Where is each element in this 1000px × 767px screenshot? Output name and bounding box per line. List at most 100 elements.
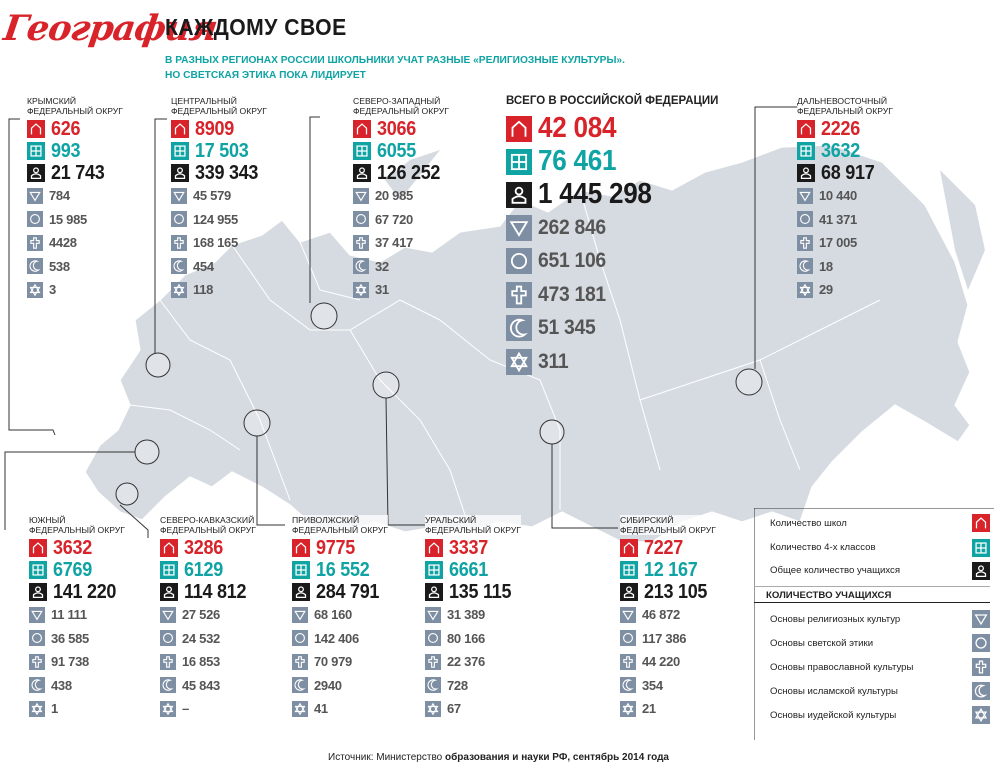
stat-value: 4428 bbox=[49, 235, 77, 251]
ethics-icon bbox=[292, 630, 308, 647]
stat-row-students: 339 343 bbox=[171, 162, 267, 184]
stat-row-orthodox: 91 738 bbox=[29, 650, 125, 674]
stat-value: 45 579 bbox=[193, 188, 231, 204]
stat-row-ethics: 24 532 bbox=[160, 627, 256, 651]
ethics-icon bbox=[160, 630, 176, 647]
ethics-icon bbox=[27, 211, 43, 228]
stat-row-classes: 76 461 bbox=[506, 145, 718, 178]
stat-value: 651 106 bbox=[538, 249, 606, 273]
legend-label: Основы религиозных культур bbox=[770, 613, 901, 625]
region-name-line: ФЕДЕРАЛЬНЫЙ ОКРУГ bbox=[27, 106, 123, 116]
stat-row-students: 213 105 bbox=[620, 581, 716, 603]
judaism-icon bbox=[972, 706, 990, 724]
stat-value: 44 220 bbox=[642, 654, 680, 670]
classes-icon bbox=[292, 561, 310, 579]
stat-value: 135 115 bbox=[449, 580, 512, 603]
stat-value: 538 bbox=[49, 258, 70, 274]
students-icon bbox=[171, 164, 189, 182]
classes-icon bbox=[171, 142, 189, 160]
region-name: ДАЛЬНЕВОСТОЧНЫЙ ФЕДЕРАЛЬНЫЙ ОКРУГ bbox=[797, 96, 893, 116]
islam-icon bbox=[506, 315, 532, 342]
religions-icon bbox=[353, 187, 369, 204]
stat-value: 8909 bbox=[195, 117, 234, 140]
source-prefix: Источник: Министерство bbox=[328, 752, 443, 763]
stat-value: 3066 bbox=[377, 117, 416, 140]
stat-row-school: 3066 bbox=[353, 118, 449, 140]
students-icon bbox=[160, 583, 178, 601]
stat-row-religions: 10 440 bbox=[797, 184, 893, 208]
stat-value: – bbox=[182, 701, 189, 717]
ethics-icon bbox=[972, 634, 990, 652]
school-icon bbox=[27, 120, 45, 138]
legend-label: Количество 4-х классов bbox=[770, 542, 876, 553]
students-icon bbox=[797, 164, 815, 182]
stat-row-school: 3337 bbox=[425, 537, 521, 559]
region-name-line: УРАЛЬСКИЙ bbox=[425, 515, 477, 525]
stat-value: 142 406 bbox=[314, 630, 359, 646]
orthodox-icon bbox=[506, 281, 532, 308]
stat-value: 2940 bbox=[314, 677, 342, 693]
stat-value: 76 461 bbox=[538, 145, 617, 177]
stat-value: 21 bbox=[642, 701, 656, 717]
stat-row-classes: 993 bbox=[27, 140, 123, 162]
stat-value: 12 167 bbox=[644, 558, 698, 581]
stat-value: 124 955 bbox=[193, 211, 238, 227]
stat-row-ethics: 41 371 bbox=[797, 208, 893, 232]
school-icon bbox=[353, 120, 371, 138]
stat-row-orthodox: 168 165 bbox=[171, 231, 267, 255]
stat-row-students: 284 791 bbox=[292, 581, 388, 603]
stat-value: 11 111 bbox=[51, 607, 87, 623]
islam-icon bbox=[353, 258, 369, 275]
stat-row-orthodox: 17 005 bbox=[797, 231, 893, 255]
region-name-line: ФЕДЕРАЛЬНЫЙ ОКРУГ bbox=[425, 525, 521, 535]
region-name-line: ДАЛЬНЕВОСТОЧНЫЙ bbox=[797, 96, 888, 106]
stat-value: 46 872 bbox=[642, 607, 680, 623]
stat-value: 7227 bbox=[644, 536, 683, 559]
stat-row-islam: 728 bbox=[425, 674, 521, 698]
source-bold: образования и науки РФ, сентябрь 2014 го… bbox=[445, 752, 669, 763]
stat-row-school: 2226 bbox=[797, 118, 893, 140]
stat-row-islam: 454 bbox=[171, 255, 267, 279]
school-icon bbox=[797, 120, 815, 138]
region-name-line: ПРИВОЛЖСКИЙ bbox=[292, 515, 360, 525]
stat-value: 10 440 bbox=[819, 188, 857, 204]
stat-row-islam: 438 bbox=[29, 674, 125, 698]
stat-row-classes: 3632 bbox=[797, 140, 893, 162]
region-name: ЮЖНЫЙ ФЕДЕРАЛЬНЫЙ ОКРУГ bbox=[29, 515, 125, 535]
legend: Количество школ Количество 4-х классов О… bbox=[754, 510, 990, 727]
stat-value: 16 552 bbox=[316, 558, 370, 581]
islam-icon bbox=[797, 258, 813, 275]
stat-row-classes: 6661 bbox=[425, 559, 521, 581]
school-icon bbox=[506, 115, 532, 142]
stat-value: 454 bbox=[193, 258, 214, 274]
stat-row-students: 1 445 298 bbox=[506, 178, 718, 211]
stat-value: 29 bbox=[819, 282, 833, 298]
region-central: ЦЕНТРАЛЬНЫЙ ФЕДЕРАЛЬНЫЙ ОКРУГ 8909 17 503 33… bbox=[171, 96, 267, 302]
legend-label: Основы православной культуры bbox=[770, 661, 914, 673]
stat-row-orthodox: 16 853 bbox=[160, 650, 256, 674]
stat-row-religions: 20 985 bbox=[353, 184, 449, 208]
stat-row-judaism: 3 bbox=[27, 278, 123, 302]
stat-value: 32 bbox=[375, 258, 389, 274]
stat-row-ethics: 651 106 bbox=[506, 245, 718, 279]
legend-islam: Основы исламской культуры bbox=[754, 679, 990, 703]
school-icon bbox=[620, 539, 638, 557]
sakhalin bbox=[928, 260, 940, 350]
stat-row-religions: 27 526 bbox=[160, 603, 256, 627]
map-borders bbox=[129, 189, 881, 531]
school-icon bbox=[160, 539, 178, 557]
stat-value: 3 bbox=[49, 282, 56, 298]
stat-value: 354 bbox=[642, 677, 663, 693]
region-northwest: СЕВЕРО-ЗАПАДНЫЙ ФЕДЕРАЛЬНЫЙ ОКРУГ 3066 6055… bbox=[353, 96, 449, 302]
legend-heading: КОЛИЧЕСТВО УЧАЩИХСЯ bbox=[754, 586, 990, 603]
leader-lines bbox=[4, 106, 798, 538]
stat-value: 42 084 bbox=[538, 112, 617, 144]
stat-value: 993 bbox=[51, 139, 81, 162]
legend-label: Основы исламской культуры bbox=[770, 685, 898, 697]
legend-classes: Количество 4-х классов bbox=[754, 536, 990, 559]
region-ncaucasus: СЕВЕРО-КАВКАЗСКИЙ ФЕДЕРАЛЬНЫЙ ОКРУГ 3286 61… bbox=[160, 515, 256, 721]
judaism-icon bbox=[29, 700, 45, 717]
judaism-icon bbox=[292, 700, 308, 717]
region-ural: УРАЛЬСКИЙ ФЕДЕРАЛЬНЫЙ ОКРУГ 3337 6661 135 11… bbox=[425, 515, 521, 721]
